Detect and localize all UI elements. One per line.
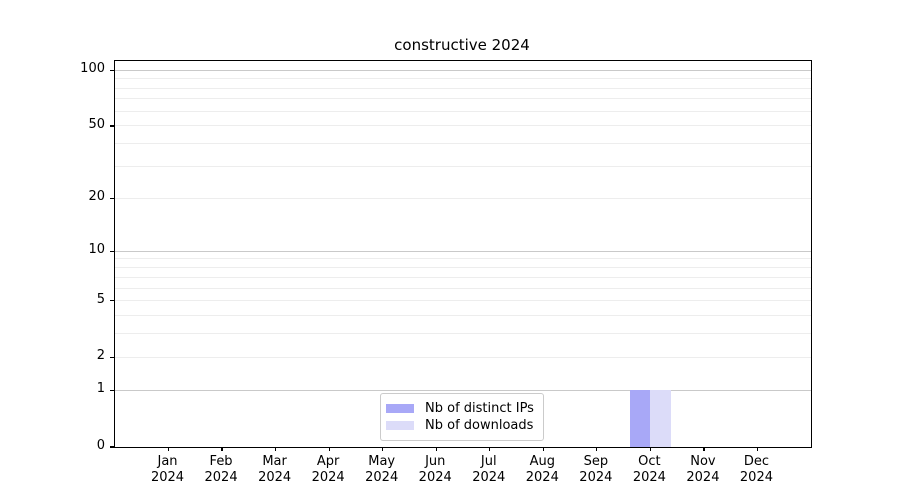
- y-axis-tick-label-10: 10: [88, 242, 105, 258]
- gridline-minor-60: [115, 110, 811, 112]
- x-axis-tick-label-aug-2024: Aug 2024: [525, 454, 559, 485]
- y-axis-tick-100: [110, 69, 114, 71]
- y-axis-tick-label-5: 5: [96, 291, 105, 307]
- x-axis-tick-dec-2024: [756, 447, 759, 451]
- gridline-minor-30: [115, 166, 811, 168]
- legend-swatch-nb-of-distinct-ips: [386, 404, 414, 413]
- gridline-minor-8: [115, 267, 811, 269]
- x-axis-tick-label-sep-2024: Sep 2024: [579, 454, 613, 485]
- x-axis-tick-jul-2024: [489, 447, 491, 451]
- gridline-minor-7: [115, 276, 811, 278]
- legend-swatch-nb-of-downloads: [386, 421, 414, 430]
- x-axis-tick-oct-2024: [649, 447, 651, 451]
- gridline-minor-50: [115, 125, 811, 127]
- y-axis-tick-20: [110, 197, 114, 199]
- bar-nb-of-downloads-oct-2024: [650, 390, 671, 447]
- gridline-minor-80: [115, 87, 811, 89]
- chart-title: constructive 2024: [394, 36, 530, 54]
- legend-item-nb-of-distinct-ips: Nb of distinct IPs: [386, 400, 534, 417]
- x-axis-tick-label-jun-2024: Jun 2024: [418, 454, 452, 485]
- x-axis-tick-mar-2024: [275, 447, 277, 451]
- x-axis-tick-aug-2024: [542, 447, 544, 451]
- x-axis-tick-label-jan-2024: Jan 2024: [150, 454, 185, 485]
- gridline-major-10: [115, 250, 811, 252]
- y-axis-tick-label-100: 100: [80, 61, 105, 77]
- gridline-minor-2: [115, 356, 811, 358]
- legend-item-nb-of-downloads: Nb of downloads: [386, 417, 534, 434]
- gridline-minor-4: [115, 315, 811, 317]
- x-axis-tick-jun-2024: [435, 447, 437, 451]
- x-axis-tick-label-dec-2024: Dec 2024: [739, 454, 773, 485]
- y-axis-tick-50: [110, 125, 114, 127]
- y-axis-tick-1: [110, 389, 114, 391]
- y-axis-tick-0: [110, 446, 114, 448]
- legend-label-nb-of-downloads: Nb of downloads: [425, 418, 534, 433]
- y-axis-tick-label-1: 1: [96, 381, 105, 397]
- gridline-minor-5: [115, 300, 811, 302]
- x-axis-tick-nov-2024: [703, 447, 705, 451]
- x-axis-tick-label-may-2024: May 2024: [365, 454, 399, 485]
- x-axis-tick-jan-2024: [167, 447, 170, 451]
- legend-label-nb-of-distinct-ips: Nb of distinct IPs: [425, 401, 534, 416]
- x-axis-tick-apr-2024: [328, 447, 330, 451]
- bar-nb-of-distinct-ips-oct-2024: [629, 390, 651, 447]
- y-axis-tick-5: [110, 300, 114, 302]
- y-axis-tick-10: [110, 250, 114, 252]
- legend: Nb of distinct IPs Nb of downloads: [380, 393, 544, 441]
- gridline-major-100: [115, 69, 811, 71]
- gridline-minor-40: [115, 143, 811, 145]
- x-axis-tick-may-2024: [382, 447, 384, 451]
- y-axis-tick-label-0: 0: [96, 438, 105, 453]
- x-axis-tick-label-apr-2024: Apr 2024: [311, 454, 345, 485]
- x-axis-tick-feb-2024: [221, 447, 223, 451]
- plot-area: Nb of distinct IPs Nb of downloads: [110, 60, 812, 451]
- gridline-major-1: [115, 389, 811, 391]
- y-axis-tick-2: [110, 356, 114, 358]
- gridline-minor-6: [115, 287, 811, 289]
- gridline-minor-3: [115, 333, 811, 335]
- x-axis-tick-label-oct-2024: Oct 2024: [632, 454, 666, 485]
- x-axis-tick-sep-2024: [596, 447, 598, 451]
- gridline-minor-20: [115, 197, 811, 199]
- y-axis-tick-label-2: 2: [96, 348, 105, 364]
- gridline-minor-9: [115, 258, 811, 260]
- gridline-minor-90: [115, 78, 811, 80]
- y-axis-tick-label-50: 50: [88, 116, 105, 132]
- y-axis-tick-label-20: 20: [88, 189, 105, 205]
- x-axis-tick-label-jul-2024: Jul 2024: [472, 454, 506, 485]
- x-axis-tick-label-mar-2024: Mar 2024: [258, 454, 292, 485]
- x-axis-tick-label-nov-2024: Nov 2024: [686, 454, 720, 485]
- x-axis-tick-label-feb-2024: Feb 2024: [204, 454, 238, 485]
- gridline-minor-70: [115, 98, 811, 100]
